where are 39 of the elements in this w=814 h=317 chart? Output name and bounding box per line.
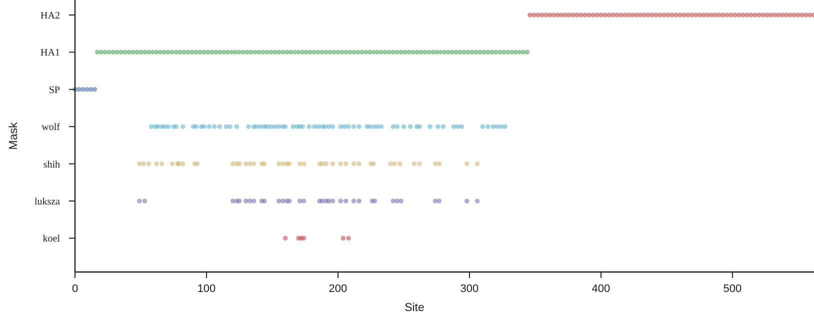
point xyxy=(80,87,86,92)
point xyxy=(301,236,306,241)
point xyxy=(539,12,544,18)
point xyxy=(92,87,98,92)
point xyxy=(442,50,447,55)
point xyxy=(346,236,351,241)
point xyxy=(88,87,94,92)
point xyxy=(513,50,518,55)
point xyxy=(340,236,346,241)
point xyxy=(528,12,532,18)
y-tick-label: wolf xyxy=(42,122,61,134)
point xyxy=(282,236,288,241)
x-axis-title: Site xyxy=(404,302,424,314)
point xyxy=(543,12,548,18)
x-tick-label: 0 xyxy=(72,283,78,295)
point xyxy=(406,50,412,55)
x-tick-label: 200 xyxy=(328,283,348,295)
point xyxy=(524,50,530,55)
y-tick-label: SP xyxy=(48,84,60,96)
point xyxy=(84,87,90,92)
y-tick-label: shih xyxy=(43,159,60,170)
point xyxy=(517,50,522,55)
point xyxy=(532,12,536,18)
x-tick-label: 300 xyxy=(460,283,479,295)
point xyxy=(76,87,82,92)
y-tick-label: HA1 xyxy=(40,48,60,59)
x-tick-label: 100 xyxy=(197,283,216,295)
y-tick-label: koel xyxy=(42,234,60,245)
y-axis-title: Mask xyxy=(8,122,20,150)
x-tick-label: 500 xyxy=(723,283,742,295)
point xyxy=(478,50,482,55)
point xyxy=(482,50,486,55)
point xyxy=(446,50,451,55)
y-tick-label: luksza xyxy=(34,196,61,208)
point xyxy=(410,50,416,55)
y-tick-label: HA2 xyxy=(40,10,60,22)
x-tick-label: 400 xyxy=(592,283,610,295)
point xyxy=(547,12,552,18)
point xyxy=(535,12,540,18)
